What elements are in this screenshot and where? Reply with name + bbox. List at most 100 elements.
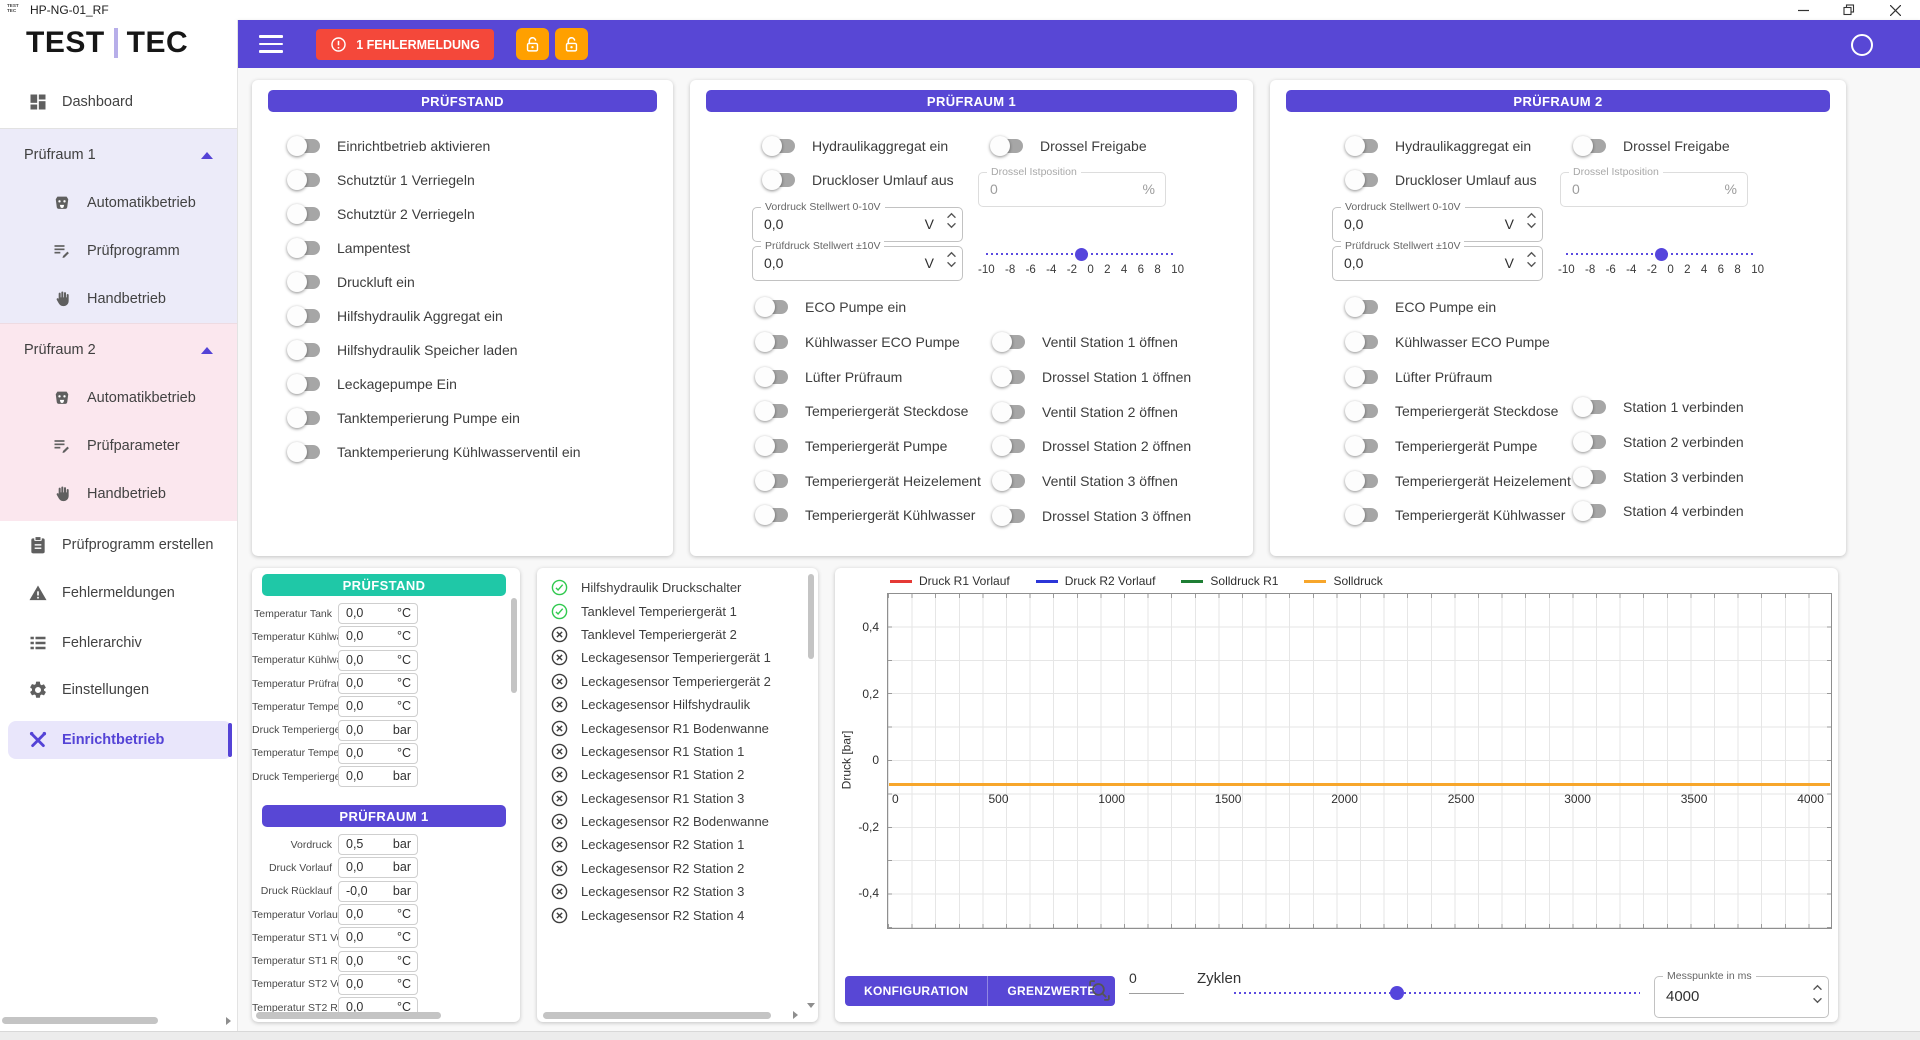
toggle-switch[interactable] xyxy=(1345,332,1381,353)
restore-button[interactable] xyxy=(1832,0,1866,20)
measurement-row: Druck Rücklauf -0,0 bar xyxy=(252,880,418,903)
pruefdruck-stellwert-field[interactable]: Prüfdruck Stellwert ±10V 0,0 V xyxy=(1332,240,1543,281)
toggle-switch[interactable] xyxy=(755,332,791,353)
toggle-switch[interactable] xyxy=(755,470,791,491)
toggle-switch[interactable] xyxy=(287,340,323,360)
sidebar-group-header-pruefraum-2[interactable]: Prüfraum 2 xyxy=(0,330,237,370)
sidebar-hscroll-arrow-icon[interactable] xyxy=(226,1017,231,1025)
stepper-arrows[interactable] xyxy=(946,251,957,268)
toggle-switch[interactable] xyxy=(287,374,323,394)
lock-open-button-1[interactable] xyxy=(516,28,549,60)
menu-icon[interactable] xyxy=(259,35,283,53)
sidebar-group-header-pruefraum-1[interactable]: Prüfraum 1 xyxy=(0,135,237,175)
status-vscroll-thumb[interactable] xyxy=(808,574,814,659)
toggle-switch[interactable] xyxy=(992,367,1028,388)
status-label: Leckagesensor R2 Station 4 xyxy=(581,907,745,923)
toggle-switch[interactable] xyxy=(1573,397,1609,418)
panel-pruefraum-2: PRÜFRAUM 2 Hydraulikaggregat ein Drucklo… xyxy=(1270,80,1846,556)
toggle-switch[interactable] xyxy=(287,306,323,326)
toggle-switch[interactable] xyxy=(287,204,323,224)
status-hscroll-arrow-icon[interactable] xyxy=(793,1011,798,1019)
toggle-switch[interactable] xyxy=(762,170,798,190)
cross-circle-icon xyxy=(551,650,568,666)
sidebar-item-pruefprogramm[interactable]: Prüfprogramm xyxy=(0,230,237,272)
toggle-switch[interactable] xyxy=(1573,136,1609,156)
toggle-switch[interactable] xyxy=(1573,432,1609,453)
minimize-button[interactable] xyxy=(1786,0,1820,20)
stepper-arrows[interactable] xyxy=(1812,984,1823,1004)
sidebar-hscroll-thumb[interactable] xyxy=(2,1017,158,1024)
toggle-switch[interactable] xyxy=(1345,436,1381,457)
measurements-vscroll-thumb[interactable] xyxy=(511,598,517,693)
toggle-switch[interactable] xyxy=(1345,401,1381,422)
app-hscroll-track[interactable] xyxy=(0,1031,1920,1040)
close-button[interactable] xyxy=(1878,0,1912,20)
toggle-switch[interactable] xyxy=(287,170,323,190)
konfiguration-button[interactable]: KONFIGURATION xyxy=(864,984,969,998)
messpunkte-field[interactable]: Messpunkte in ms 4000 xyxy=(1654,970,1829,1018)
sidebar-item-fehlerarchiv[interactable]: Fehlerarchiv xyxy=(0,623,237,663)
status-label: Tanklevel Temperiergerät 2 xyxy=(581,626,737,642)
toggle-switch[interactable] xyxy=(992,332,1028,353)
toggle-switch[interactable] xyxy=(287,272,323,292)
measurement-label: Druck Temperiergerät 2 xyxy=(252,770,362,783)
grenzwerte-button[interactable]: GRENZWERTE xyxy=(1007,984,1096,998)
toggle-switch[interactable] xyxy=(762,136,798,156)
toggle-switch[interactable] xyxy=(992,401,1028,422)
slider-thumb[interactable] xyxy=(1654,248,1668,261)
stepper-arrows[interactable] xyxy=(1526,212,1537,229)
sidebar-item-einstellungen[interactable]: Einstellungen xyxy=(0,670,237,710)
zoom-reset-icon[interactable] xyxy=(1087,978,1112,1008)
toggle-switch[interactable] xyxy=(287,408,323,428)
status-vscroll-arrow-icon[interactable] xyxy=(807,1003,815,1008)
toggle-switch[interactable] xyxy=(1345,136,1381,156)
toggle-switch[interactable] xyxy=(755,505,791,526)
status-hscroll-thumb[interactable] xyxy=(543,1012,771,1019)
stepper-arrows[interactable] xyxy=(946,212,957,229)
stepper-arrows[interactable] xyxy=(1526,251,1537,268)
toggle-switch[interactable] xyxy=(755,297,791,318)
sidebar-item-pruefprogramm-erstellen[interactable]: Prüfprogramm erstellen xyxy=(0,525,237,565)
history-slider[interactable] xyxy=(1234,986,1640,1000)
toggle-switch[interactable] xyxy=(1345,366,1381,387)
slider-thumb[interactable] xyxy=(1074,248,1088,261)
sidebar-item-dashboard[interactable]: Dashboard xyxy=(0,82,237,122)
toggle-switch[interactable] xyxy=(287,136,323,156)
toggle-switch[interactable] xyxy=(992,436,1028,457)
toggle-switch[interactable] xyxy=(1573,501,1609,522)
toggle-switch[interactable] xyxy=(992,471,1028,492)
toggle-label: Lüfter Prüfraum xyxy=(805,368,903,385)
sidebar-item-automatikbetrieb-1[interactable]: Automatikbetrieb xyxy=(0,182,237,224)
toggle-switch[interactable] xyxy=(1345,170,1381,190)
toggle-switch[interactable] xyxy=(755,401,791,422)
vordruck-stellwert-field[interactable]: Vordruck Stellwert 0-10V 0,0 V xyxy=(752,201,963,242)
vordruck-stellwert-field[interactable]: Vordruck Stellwert 0-10V 0,0 V xyxy=(1332,201,1543,242)
drossel-slider[interactable] xyxy=(1566,247,1756,261)
sidebar-item-automatikbetrieb-2[interactable]: Automatikbetrieb xyxy=(0,377,237,419)
error-message-button[interactable]: 1 FEHLERMELDUNG xyxy=(316,29,494,60)
measurements-hscroll-thumb[interactable] xyxy=(256,1012,441,1019)
field-label: Drossel Istposition xyxy=(987,166,1081,178)
measurement-row: Temperatur ST2 Vorlauf 0,0 °C xyxy=(252,973,418,996)
toggle-switch[interactable] xyxy=(287,442,323,462)
toggle-switch[interactable] xyxy=(1345,297,1381,318)
sidebar-item-einrichtbetrieb-active[interactable]: Einrichtbetrieb xyxy=(8,721,232,759)
toggle-row: Tanktemperierung Kühlwasserventil ein xyxy=(287,435,581,469)
sidebar-item-handbetrieb-2[interactable]: Handbetrieb xyxy=(0,473,237,515)
toggle-switch[interactable] xyxy=(992,505,1028,526)
toggle-switch[interactable] xyxy=(1573,466,1609,487)
toggle-switch[interactable] xyxy=(990,136,1026,156)
drossel-slider[interactable] xyxy=(986,247,1176,261)
lock-open-button-2[interactable] xyxy=(555,28,588,60)
sidebar-item-handbetrieb-1[interactable]: Handbetrieb xyxy=(0,278,237,320)
toggle-switch[interactable] xyxy=(755,366,791,387)
toggle-switch[interactable] xyxy=(1345,470,1381,491)
pruefdruck-stellwert-field[interactable]: Prüfdruck Stellwert ±10V 0,0 V xyxy=(752,240,963,281)
sidebar-item-fehlermeldungen[interactable]: Fehlermeldungen xyxy=(0,573,237,613)
slider-thumb[interactable] xyxy=(1390,986,1405,1000)
status-label: Tanklevel Temperiergerät 1 xyxy=(581,603,737,619)
sidebar-item-pruefparameter[interactable]: Prüfparameter xyxy=(0,425,237,467)
toggle-switch[interactable] xyxy=(1345,505,1381,526)
toggle-switch[interactable] xyxy=(287,238,323,258)
toggle-switch[interactable] xyxy=(755,436,791,457)
